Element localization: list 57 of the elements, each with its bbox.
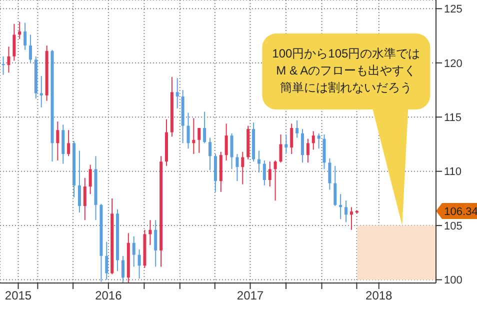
candlestick xyxy=(322,134,326,170)
candlestick xyxy=(7,46,10,74)
candlestick xyxy=(344,200,348,223)
y-tick-label: 125 xyxy=(444,4,462,16)
candlestick xyxy=(241,151,244,185)
candlestick xyxy=(224,123,228,161)
candlestick xyxy=(328,158,332,190)
candlestick xyxy=(28,34,32,64)
candlestick xyxy=(2,56,5,76)
candlestick xyxy=(339,194,342,220)
candlestick xyxy=(317,132,320,150)
candlestick xyxy=(284,134,288,154)
candlestick xyxy=(274,160,277,202)
candlestick xyxy=(198,127,201,154)
candlestick xyxy=(154,220,158,268)
candlestick xyxy=(40,75,43,108)
candlestick xyxy=(132,236,136,268)
candlestick xyxy=(208,137,212,171)
x-tick-label: 2016 xyxy=(95,288,122,303)
y-tick-label: 100 xyxy=(444,274,462,287)
candlestick xyxy=(18,21,22,40)
candlestick xyxy=(262,160,266,186)
candlestick xyxy=(230,132,234,170)
candlestick xyxy=(192,118,196,154)
candlestick xyxy=(203,111,206,144)
candlestick xyxy=(24,22,27,50)
candlestick xyxy=(56,120,60,161)
candlestick xyxy=(257,150,260,173)
candlestick xyxy=(148,220,152,246)
x-tick-label: 2017 xyxy=(236,288,264,303)
candlestick xyxy=(290,123,294,154)
y-tick-label: 120 xyxy=(444,58,462,70)
candlestick xyxy=(12,23,16,62)
candlestick xyxy=(296,120,299,138)
candlestick xyxy=(78,150,81,214)
candlestick xyxy=(268,161,272,187)
candlestick xyxy=(350,206,353,230)
candlestick xyxy=(236,153,239,182)
candlestick xyxy=(306,138,310,164)
candlestick xyxy=(334,165,337,207)
candlestick xyxy=(138,248,141,280)
x-tick-label: 2015 xyxy=(4,288,32,303)
y-tick-label: 115 xyxy=(444,112,462,124)
candlestick xyxy=(88,164,92,195)
annotation: 100円から105円の水準ではM & Aのフローも出やすく簡単には割れないだろう xyxy=(272,46,420,95)
y-tick-label: 105 xyxy=(444,220,462,232)
candlestick xyxy=(186,112,190,150)
candlestick xyxy=(83,177,86,221)
candlestick xyxy=(300,128,304,164)
y-tick-label: 110 xyxy=(444,166,462,178)
candlestick xyxy=(62,124,65,164)
candlestick xyxy=(176,78,179,109)
candlestick xyxy=(312,130,315,150)
candlestick xyxy=(105,241,108,280)
candlestick xyxy=(67,130,70,157)
x-tick-label: 2018 xyxy=(366,288,393,303)
candlestick xyxy=(279,134,282,164)
